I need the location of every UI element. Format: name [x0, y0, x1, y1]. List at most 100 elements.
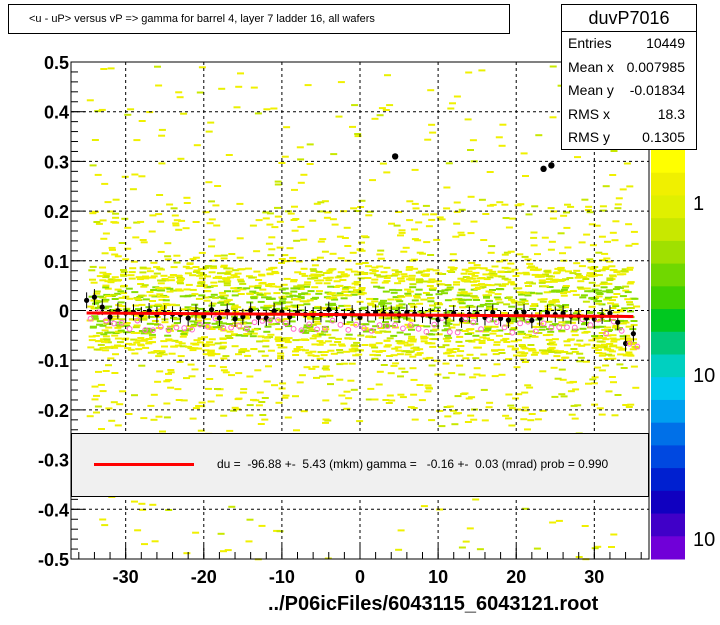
heatmap-bin	[286, 295, 294, 298]
heatmap-bin	[384, 302, 392, 305]
heatmap-bin	[157, 308, 165, 311]
heatmap-bin	[482, 273, 490, 276]
heatmap-bin	[578, 344, 586, 347]
heatmap-bin	[89, 326, 97, 329]
heatmap-bin	[378, 310, 386, 313]
heatmap-bin	[266, 212, 274, 215]
rms-point	[540, 320, 547, 327]
heatmap-bin	[530, 231, 538, 234]
heatmap-bin	[562, 306, 569, 309]
heatmap-bin	[138, 175, 146, 178]
heatmap-bin	[327, 349, 335, 352]
heatmap-bin	[198, 272, 206, 275]
heatmap-bin	[201, 343, 209, 346]
heatmap-bin	[486, 204, 494, 207]
heatmap-bin	[99, 271, 107, 274]
heatmap-bin	[553, 304, 561, 307]
heatmap-bin	[268, 297, 276, 300]
heatmap-bin	[413, 295, 421, 297]
heatmap-bin	[538, 279, 546, 282]
heatmap-bin	[250, 332, 258, 335]
heatmap-bin	[362, 330, 370, 333]
heatmap-bin	[175, 288, 183, 291]
heatmap-bin	[303, 285, 311, 288]
heatmap-bin	[465, 71, 473, 74]
palette-label: 10	[693, 529, 715, 551]
rms-point	[392, 322, 399, 329]
heatmap-bin	[410, 393, 418, 396]
heatmap-bin	[312, 296, 319, 299]
heatmap-bin	[393, 316, 401, 319]
heatmap-bin	[274, 336, 282, 339]
heatmap-bin	[354, 135, 362, 138]
heatmap-bin	[175, 274, 183, 277]
heatmap-bin	[393, 320, 401, 323]
heatmap-bin	[411, 168, 419, 171]
stats-row-rms-x: RMS x 18.3	[562, 103, 696, 127]
heatmap-bin	[99, 219, 107, 222]
heatmap-bin	[451, 423, 459, 426]
heatmap-bin	[196, 274, 204, 277]
rms-point	[431, 321, 438, 328]
heatmap-bin	[223, 267, 231, 270]
heatmap-bin	[521, 391, 529, 394]
rms-point	[306, 321, 313, 328]
heatmap-bin	[377, 249, 385, 252]
heatmap-bin	[144, 332, 152, 335]
heatmap-bin	[250, 348, 258, 351]
rms-point	[626, 340, 633, 347]
heatmap-bin	[178, 277, 185, 280]
heatmap-bin	[220, 257, 228, 260]
heatmap-bin	[576, 360, 584, 363]
heatmap-bin	[449, 102, 456, 105]
heatmap-bin	[414, 239, 422, 242]
heatmap-bin	[496, 301, 504, 304]
heatmap-bin	[407, 340, 415, 342]
heatmap-bin	[411, 202, 419, 205]
heatmap-bin	[453, 222, 461, 225]
heatmap-bin	[453, 201, 461, 204]
heatmap-bin	[105, 364, 112, 367]
heatmap-bin	[498, 144, 506, 147]
heatmap-bin	[382, 290, 390, 293]
heatmap-bin	[338, 344, 346, 347]
heatmap-bin	[150, 418, 158, 421]
heatmap-bin	[516, 351, 524, 354]
heatmap-bin	[198, 277, 206, 280]
profile-point	[84, 297, 90, 303]
rms-point	[236, 323, 242, 329]
heatmap-bin	[286, 259, 294, 262]
heatmap-bin	[153, 350, 161, 352]
heatmap-bin	[202, 310, 210, 313]
heatmap-bin	[547, 348, 555, 350]
heatmap-bin	[533, 547, 541, 550]
rms-point	[564, 324, 570, 331]
heatmap-bin	[322, 399, 330, 402]
heatmap-bin	[357, 293, 365, 296]
heatmap-bin	[571, 417, 579, 420]
heatmap-bin	[125, 287, 133, 290]
heatmap-bin	[405, 294, 413, 297]
heatmap-bin	[586, 272, 594, 275]
heatmap-bin	[324, 333, 332, 336]
heatmap-bin	[560, 395, 568, 398]
heatmap-bin	[325, 315, 333, 318]
heatmap-bin	[300, 410, 308, 413]
palette-band	[651, 172, 685, 196]
y-tick-label: -0.4	[38, 500, 69, 520]
heatmap-bin	[501, 277, 509, 280]
heatmap-bin	[507, 250, 515, 253]
heatmap-bin	[346, 321, 354, 324]
heatmap-bin	[211, 326, 219, 329]
heatmap-bin	[263, 380, 271, 383]
heatmap-bin	[420, 340, 428, 343]
heatmap-bin	[277, 357, 284, 360]
heatmap-bin	[297, 297, 305, 300]
heatmap-bin	[620, 367, 628, 369]
heatmap-bin	[529, 305, 537, 308]
heatmap-bin	[621, 307, 629, 310]
heatmap-bin	[105, 407, 113, 410]
heatmap-bin	[467, 195, 475, 198]
heatmap-bin	[529, 268, 537, 271]
heatmap-bin	[444, 415, 452, 418]
